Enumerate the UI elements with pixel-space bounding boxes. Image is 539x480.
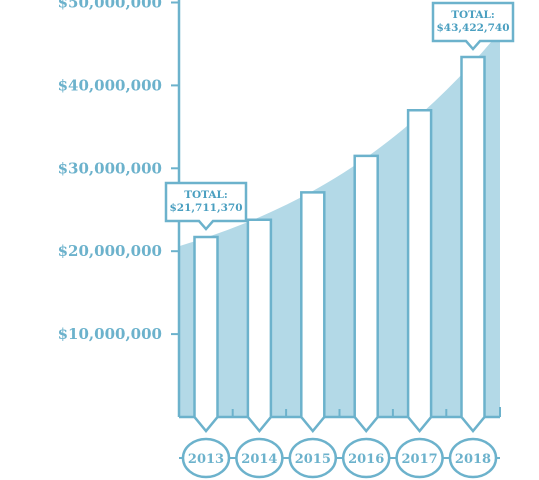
callout-value: $21,711,370: [169, 202, 242, 214]
y-tick-label: $40,000,000: [58, 76, 162, 94]
x-tick-label: 2017: [402, 452, 438, 467]
y-tick-label: $20,000,000: [58, 242, 162, 260]
year-badge: [448, 437, 498, 479]
x-tick-label: 2015: [295, 452, 331, 467]
y-tick-label: $10,000,000: [58, 325, 162, 343]
bar: [353, 154, 379, 433]
bar: [406, 109, 433, 433]
bar: [300, 191, 326, 433]
callout-title: TOTAL:: [184, 189, 228, 201]
year-badge: [341, 437, 391, 479]
year-badge: [395, 437, 444, 479]
x-tick-label: 2018: [455, 452, 491, 467]
total-callout: [431, 1, 515, 51]
x-tick-label: 2016: [348, 452, 384, 467]
year-badge: [288, 437, 338, 479]
bar: [460, 55, 486, 433]
bar: [246, 218, 273, 433]
y-tick-label: $50,000,000: [58, 0, 162, 12]
year-badge: [181, 437, 231, 479]
growth-area: [179, 31, 500, 417]
bar: [193, 235, 219, 433]
y-tick-label: $30,000,000: [58, 159, 162, 177]
x-tick-label: 2014: [241, 452, 277, 467]
callout-value: $43,422,740: [436, 22, 509, 34]
callout-title: TOTAL:: [451, 9, 495, 21]
total-callout: [164, 181, 248, 231]
x-tick-label: 2013: [188, 452, 224, 467]
year-badge: [235, 437, 284, 479]
